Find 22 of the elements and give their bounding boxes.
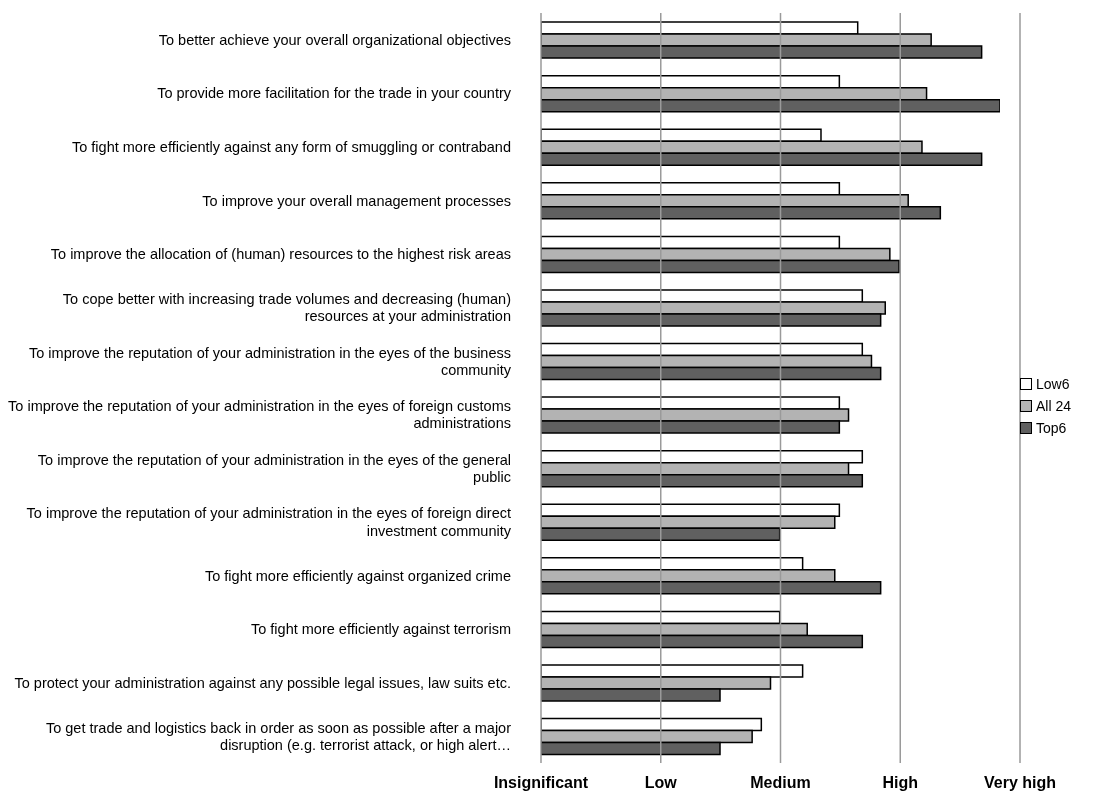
legend-label: All 24 bbox=[1036, 398, 1072, 414]
y-tick-label: To improve the reputation of your administration in the eyes of the business community bbox=[29, 344, 512, 378]
y-tick-label: To fight more efficiently against organized crime bbox=[205, 567, 511, 584]
text: Medium bbox=[750, 774, 811, 792]
y-tick-label: To cope better with increasing trade volumes and decreasing (human) resources at your administration bbox=[62, 290, 511, 325]
text: High bbox=[882, 774, 919, 792]
legend-label: Low6 bbox=[1036, 376, 1070, 392]
legend-label: Top6 bbox=[1036, 420, 1067, 436]
text: Very high bbox=[983, 774, 1057, 792]
y-tick-label: To improve the reputation of your administration in the eyes of the general public bbox=[37, 451, 511, 486]
y-tick-label: To provide more facilitation for the trade in your country bbox=[157, 85, 512, 102]
y-tick-label: To fight more efficiently against terrorism bbox=[250, 621, 511, 638]
text: Insignificant bbox=[493, 774, 589, 792]
y-tick-label: To fight more efficiently against any form of smuggling or contraband bbox=[72, 138, 511, 155]
y-tick-label: To protect your administration against any possible legal issues, law suits etc. bbox=[14, 674, 511, 691]
text: Low bbox=[644, 774, 678, 792]
y-tick-label: To improve the reputation of your administration in the eyes of foreign customs administrations bbox=[8, 398, 511, 432]
y-tick-label: To get trade and logistics back in order as soon as possible after a major disruption (e.g. terrorist attack, or high alert… bbox=[45, 719, 512, 753]
y-tick-label: To improve your overall management processes bbox=[202, 192, 511, 209]
y-tick-label: To improve the reputation of your administration in the eyes of foreign direct investment community bbox=[26, 505, 512, 539]
y-tick-label: To better achieve your overall organizational objectives bbox=[158, 31, 511, 48]
y-tick-label: To improve the allocation of (human) resources to the highest risk areas bbox=[50, 246, 511, 263]
